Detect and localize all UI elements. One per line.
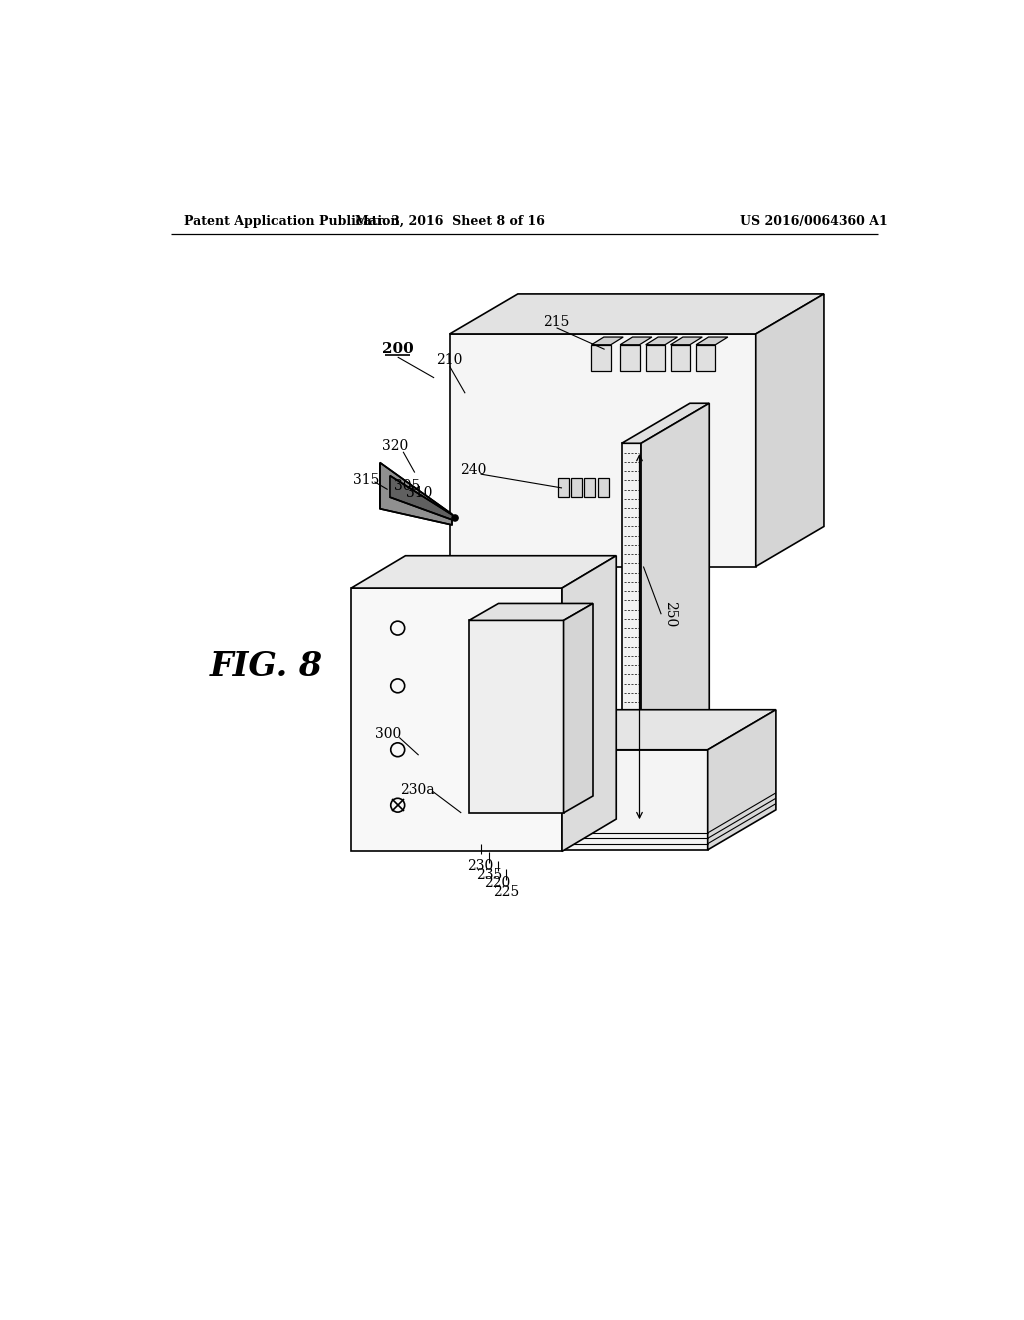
Polygon shape — [558, 478, 569, 498]
Polygon shape — [563, 603, 593, 813]
Text: Patent Application Publication: Patent Application Publication — [183, 215, 399, 228]
Polygon shape — [622, 444, 641, 825]
Polygon shape — [592, 345, 611, 371]
Polygon shape — [562, 556, 616, 851]
Text: 235: 235 — [476, 867, 503, 882]
Polygon shape — [671, 345, 690, 371]
Polygon shape — [390, 475, 454, 520]
Polygon shape — [646, 337, 678, 345]
Text: 320: 320 — [382, 440, 409, 453]
Text: 230: 230 — [468, 859, 494, 873]
Polygon shape — [454, 750, 708, 850]
Text: 200: 200 — [382, 342, 414, 356]
Text: 315: 315 — [352, 474, 379, 487]
Text: 225: 225 — [494, 884, 519, 899]
Text: 310: 310 — [407, 486, 432, 500]
Text: 250: 250 — [664, 601, 678, 627]
Polygon shape — [622, 404, 710, 444]
Text: US 2016/0064360 A1: US 2016/0064360 A1 — [740, 215, 888, 228]
Text: 215: 215 — [544, 314, 569, 329]
Text: 300: 300 — [375, 727, 400, 742]
Text: 240: 240 — [460, 463, 486, 478]
Polygon shape — [598, 478, 608, 498]
Polygon shape — [696, 337, 728, 345]
Text: 230a: 230a — [399, 783, 434, 797]
Text: 305: 305 — [394, 479, 420, 494]
Polygon shape — [696, 345, 716, 371]
Text: FIG. 8: FIG. 8 — [209, 651, 323, 684]
Polygon shape — [756, 294, 824, 566]
Polygon shape — [450, 294, 824, 334]
Polygon shape — [351, 556, 616, 589]
Polygon shape — [469, 620, 563, 813]
Polygon shape — [621, 345, 640, 371]
Polygon shape — [671, 337, 702, 345]
Polygon shape — [592, 337, 624, 345]
Text: Mar. 3, 2016  Sheet 8 of 16: Mar. 3, 2016 Sheet 8 of 16 — [354, 215, 545, 228]
Polygon shape — [708, 710, 776, 850]
Polygon shape — [469, 603, 593, 620]
Text: 220: 220 — [484, 876, 511, 890]
Polygon shape — [454, 710, 776, 750]
Polygon shape — [351, 589, 562, 851]
Polygon shape — [380, 462, 452, 525]
Circle shape — [452, 515, 458, 521]
Text: 210: 210 — [436, 354, 463, 367]
Polygon shape — [585, 478, 595, 498]
Polygon shape — [571, 478, 583, 498]
Polygon shape — [646, 345, 665, 371]
Polygon shape — [621, 337, 652, 345]
Polygon shape — [450, 334, 756, 566]
Polygon shape — [641, 404, 710, 825]
